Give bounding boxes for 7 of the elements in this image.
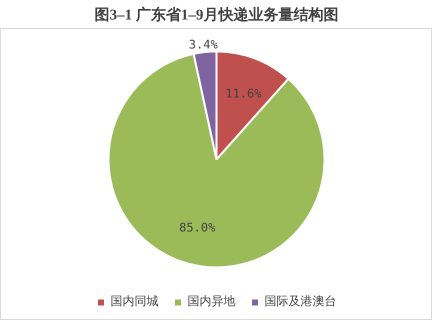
data-label: 85.0% [179,220,216,235]
legend-label: 国际及港澳台 [264,293,336,310]
chart-title: 图3–1 广东省1–9月快递业务量结构图 [94,6,338,24]
data-label: 11.6% [225,86,262,101]
data-label: 3.4% [188,37,218,52]
legend-label: 国内异地 [188,293,236,310]
legend-label: 国内同城 [110,293,158,310]
